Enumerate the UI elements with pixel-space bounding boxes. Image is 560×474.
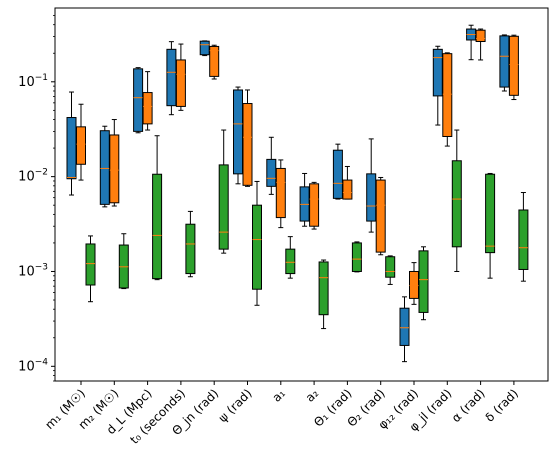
box-iqr <box>318 261 329 316</box>
box-iqr <box>518 209 529 270</box>
y-tick-label: 10−3 <box>18 262 48 279</box>
box-iqr <box>85 243 96 286</box>
box-s2-cat11 <box>442 52 453 147</box>
box-s2-cat0 <box>76 103 86 181</box>
box-iqr <box>152 173 163 280</box>
box-iqr <box>399 307 410 346</box>
box-s3-cat5 <box>252 180 262 306</box>
box-s3-cat9 <box>385 255 396 285</box>
box-iqr <box>375 179 386 253</box>
box-s1-cat7 <box>299 172 310 227</box>
box-s3-cat1 <box>118 233 129 290</box>
box-iqr <box>285 248 296 275</box>
box-s2-cat3 <box>175 43 186 111</box>
box-s2-cat6 <box>275 159 286 229</box>
box-s2-cat2 <box>142 71 153 131</box>
box-s3-cat0 <box>85 235 96 303</box>
box-iqr <box>142 92 153 125</box>
box-s2-cat4 <box>209 44 220 80</box>
box-iqr <box>351 242 362 272</box>
box-iqr <box>266 158 277 187</box>
box-iqr <box>385 256 396 278</box>
box-iqr <box>432 48 443 97</box>
box-s2-cat5 <box>242 89 253 187</box>
box-s3-cat6 <box>285 236 296 279</box>
plot-frame <box>54 7 549 382</box>
box-iqr <box>233 89 243 175</box>
box-s2-cat12 <box>475 28 486 61</box>
x-tick-label: α (rad) <box>449 386 488 425</box>
x-tick-label: a₂ <box>303 386 322 405</box>
box-iqr <box>218 164 229 250</box>
box-s2-cat7 <box>309 181 320 230</box>
y-tick-label: 10−1 <box>18 73 48 90</box>
box-s1-cat13 <box>499 34 510 92</box>
box-iqr <box>185 223 196 275</box>
box-iqr <box>99 130 110 205</box>
box-s1-cat9 <box>366 138 377 233</box>
box-s3-cat2 <box>152 135 163 281</box>
box-s3-cat12 <box>485 172 496 279</box>
box-iqr <box>275 167 286 219</box>
box-iqr <box>342 179 353 200</box>
box-s3-cat3 <box>185 210 196 278</box>
box-iqr <box>242 103 253 186</box>
boxes-layer <box>66 24 529 363</box>
box-iqr <box>252 204 262 290</box>
box-s1-cat10 <box>399 296 410 363</box>
box-iqr <box>508 35 519 96</box>
box-iqr <box>109 134 120 204</box>
box-iqr <box>485 173 496 254</box>
box-iqr <box>166 48 177 107</box>
box-iqr <box>332 149 343 199</box>
box-s3-cat13 <box>518 192 529 282</box>
box-iqr <box>66 117 77 180</box>
box-iqr <box>175 59 186 107</box>
box-s3-cat4 <box>218 129 229 254</box>
x-tick-label: ψ (rad) <box>216 386 255 425</box>
box-s2-cat10 <box>409 262 419 305</box>
box-iqr <box>309 183 320 227</box>
box-s1-cat12 <box>466 24 477 61</box>
box-s1-cat6 <box>266 136 277 195</box>
box-iqr <box>199 40 210 56</box>
box-s1-cat1 <box>99 125 110 208</box>
box-iqr <box>76 126 86 165</box>
box-s3-cat10 <box>418 246 429 321</box>
y-tick-label: 10−4 <box>18 357 48 374</box>
box-s2-cat9 <box>375 176 386 256</box>
box-s2-cat13 <box>508 34 519 101</box>
box-iqr <box>499 35 510 88</box>
box-s1-cat11 <box>432 45 443 126</box>
box-iqr <box>475 29 486 43</box>
box-iqr <box>366 173 377 222</box>
box-s2-cat1 <box>109 119 120 207</box>
x-tick-label: δ (rad) <box>483 386 521 424</box>
box-s3-cat7 <box>318 259 329 330</box>
box-s2-cat8 <box>342 165 353 200</box>
box-iqr <box>418 250 429 313</box>
box-s1-cat3 <box>166 41 177 116</box>
box-s3-cat11 <box>451 129 462 272</box>
box-iqr <box>209 45 220 77</box>
box-s1-cat5 <box>233 86 243 185</box>
box-iqr <box>409 270 419 299</box>
y-tick-label: 10−2 <box>18 168 48 185</box>
box-s1-cat8 <box>332 143 343 200</box>
box-s1-cat2 <box>133 67 144 134</box>
box-iqr <box>133 68 144 132</box>
x-tick-label: a₁ <box>269 386 288 405</box>
box-iqr <box>451 160 462 248</box>
box-iqr <box>442 53 453 137</box>
box-s3-cat8 <box>351 241 362 273</box>
box-s1-cat4 <box>199 40 210 57</box>
box-s1-cat0 <box>66 91 77 196</box>
